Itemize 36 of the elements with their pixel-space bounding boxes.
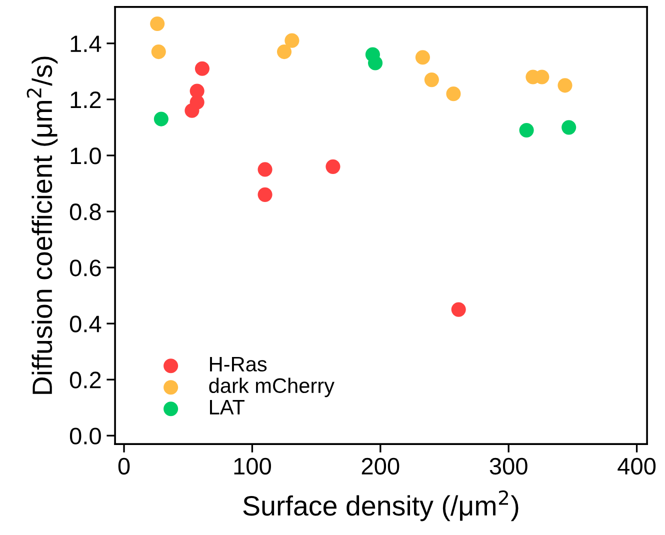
y-axis-title: Diffusion coefficient (μm$^{2}$/s) xyxy=(26,56,58,394)
point xyxy=(562,120,576,135)
point xyxy=(326,159,340,174)
x-tick-label: 300 xyxy=(490,458,528,475)
point xyxy=(519,122,534,138)
legend-label: H-Ras xyxy=(210,356,267,372)
point xyxy=(194,61,210,76)
point xyxy=(284,33,300,48)
point xyxy=(415,50,430,65)
point xyxy=(258,162,272,177)
y-tick-label: 1.0 xyxy=(70,148,101,164)
legend-label: dark mCherry xyxy=(209,378,334,398)
point xyxy=(558,78,572,93)
y-tick-label: 0.0 xyxy=(70,428,101,444)
y-tick-label: 0.4 xyxy=(70,316,102,332)
point xyxy=(424,72,439,88)
y-tick-label: 0.6 xyxy=(70,260,101,276)
y-tick-label: 1.2 xyxy=(70,91,101,108)
point xyxy=(258,187,272,202)
point xyxy=(150,16,165,32)
y-tick-label: 1.4 xyxy=(70,36,102,52)
point xyxy=(276,44,292,60)
point xyxy=(151,44,166,60)
x-tick-label: 200 xyxy=(362,458,400,475)
y-tick-label: 0.2 xyxy=(70,372,101,388)
x-tick-label: 400 xyxy=(618,458,656,475)
point xyxy=(190,84,204,98)
y-tick-label: 0.8 xyxy=(70,204,101,220)
point xyxy=(154,112,168,126)
x-tick-label: 100 xyxy=(234,458,271,475)
point xyxy=(368,56,383,70)
legend-label: LAT xyxy=(210,400,245,414)
x-axis-title: Surface density (/μm$^{2}$) xyxy=(243,490,518,522)
point xyxy=(446,86,461,102)
point xyxy=(451,302,466,317)
x-tick-label: 0 xyxy=(118,458,130,475)
